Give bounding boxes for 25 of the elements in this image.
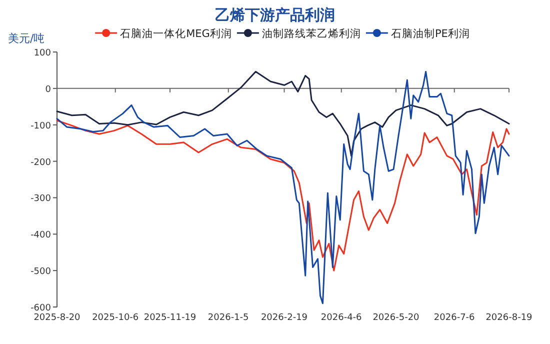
y-tick-label: 100 [34, 48, 52, 58]
x-tick-label: 2026-2-19 [260, 313, 308, 323]
x-tick-label: 2026-7-6 [434, 313, 476, 323]
chart-title: 乙烯下游产品利润 [215, 6, 335, 24]
legend-label: 石脑油制PE利润 [390, 27, 470, 40]
x-tick-label: 2025-11-19 [144, 313, 196, 323]
x-tick-label: 2026-5-20 [372, 313, 420, 323]
line-series [56, 70, 510, 157]
x-tick-label: 2026-1-5 [208, 313, 249, 323]
y-tick-label: -600 [30, 304, 52, 314]
y-tick-label: -400 [30, 230, 52, 241]
line-series [56, 70, 510, 304]
y-tick-label: -300 [30, 194, 52, 204]
y-tick-label: 0 [45, 84, 52, 95]
y-tick-label: -200 [30, 158, 52, 168]
x-tick-label: 2026-4-6 [320, 313, 362, 323]
x-tick-label: 2025-8-20 [34, 313, 81, 323]
y-tick-label: -100 [30, 121, 52, 132]
x-tick-label: 2025-10-6 [92, 313, 139, 323]
y-axis-title: 美元/吨 [8, 32, 45, 45]
legend-label: 石脑油一体化MEG利润 [120, 27, 232, 40]
legend-label: 油制路线苯乙烯利润 [262, 27, 361, 40]
line-series [56, 120, 510, 272]
x-tick-label: 2026-8-19 [486, 313, 533, 323]
y-tick-label: -500 [30, 267, 52, 278]
